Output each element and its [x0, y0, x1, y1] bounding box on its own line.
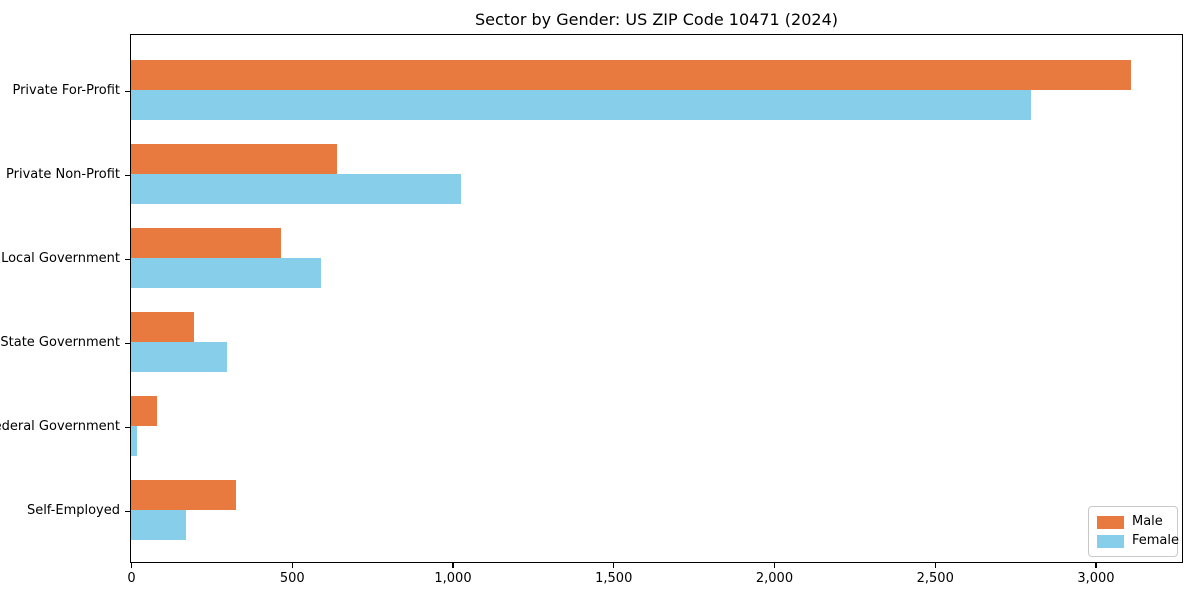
- y-axis-label: State Government: [0, 334, 120, 350]
- y-axis-label: Private For-Profit: [12, 82, 120, 98]
- x-tick-label: 500: [279, 571, 305, 586]
- legend-label-female: Female: [1132, 533, 1180, 548]
- male-swatch-icon: [1097, 515, 1124, 529]
- bar-male-1: [131, 60, 1131, 90]
- y-tick-mark: [125, 510, 130, 512]
- chart-title: Sector by Gender: US ZIP Code 10471 (202…: [475, 10, 838, 29]
- y-axis-label: Federal Government: [0, 418, 120, 434]
- x-tick-label: 1,000: [434, 571, 472, 586]
- bar-male-3: [131, 228, 281, 258]
- bar-female-4: [131, 342, 228, 372]
- y-axis-label: Private Non-Profit: [6, 166, 120, 182]
- bar-female-3: [131, 258, 321, 288]
- bar-male-6: [131, 480, 236, 510]
- x-tick-mark: [773, 563, 776, 568]
- x-tick-mark: [613, 563, 615, 568]
- x-tick-label: 0: [127, 571, 136, 586]
- plot-area: [130, 34, 1183, 563]
- x-tick-label: 2,500: [916, 571, 954, 586]
- x-tick-mark: [934, 563, 936, 568]
- x-tick-label: 2,000: [755, 571, 794, 586]
- y-tick-mark: [125, 90, 130, 92]
- bar-male-2: [131, 144, 337, 174]
- x-tick-mark: [130, 563, 133, 568]
- y-axis-label: Local Government: [1, 250, 120, 266]
- x-tick-label: 1,500: [595, 571, 633, 586]
- female-swatch-icon: [1097, 534, 1124, 548]
- x-tick-mark: [1095, 563, 1097, 568]
- x-tick-label: 3,000: [1077, 571, 1115, 586]
- x-tick-mark: [291, 563, 293, 568]
- bar-male-5: [131, 396, 157, 426]
- bar-male-4: [131, 312, 194, 342]
- legend-entry-male: Male: [1097, 515, 1177, 529]
- y-tick-mark: [125, 174, 130, 176]
- bar-female-2: [131, 174, 461, 204]
- y-axis-label: Self-Employed: [26, 502, 120, 518]
- bar-female-6: [131, 510, 186, 540]
- y-tick-mark: [125, 258, 130, 260]
- y-tick-mark: [125, 342, 130, 344]
- bar-female-1: [131, 90, 1032, 120]
- legend-label-male: Male: [1132, 514, 1163, 529]
- bar-female-5: [131, 426, 138, 456]
- legend-entry-female: Female: [1097, 533, 1180, 548]
- y-tick-mark: [125, 426, 130, 428]
- legend: Male Female: [1088, 506, 1180, 557]
- x-tick-mark: [452, 563, 454, 568]
